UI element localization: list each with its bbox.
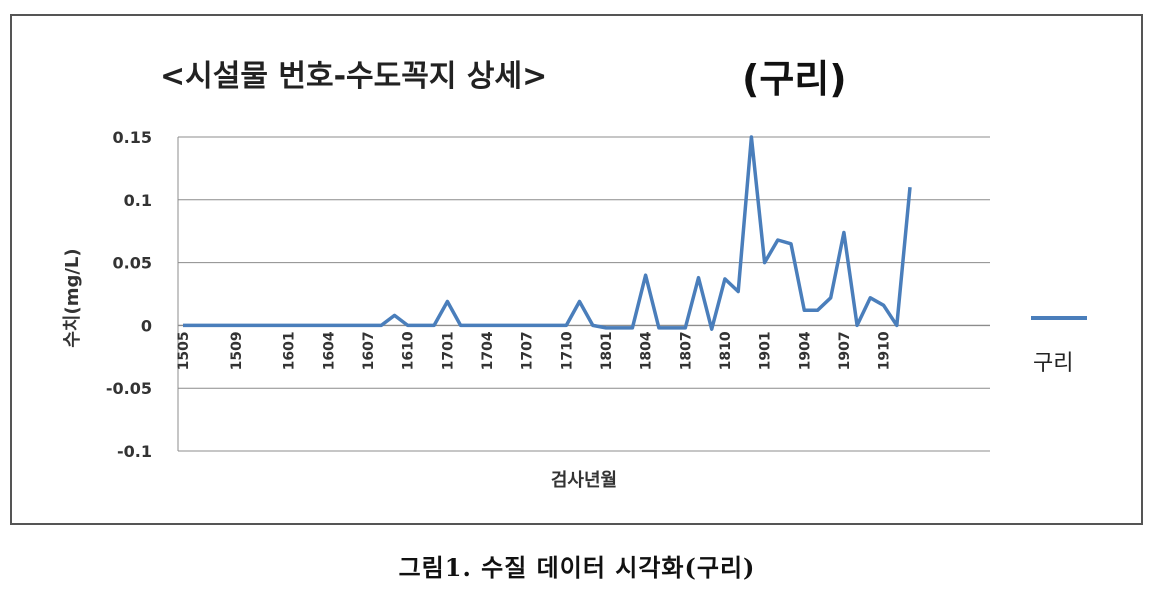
chart: <시설물 번호-수도꼭지 상세> (구리) 0.15 0.1 0.05 0 -0.05 -… [62, 57, 1087, 491]
x-tick-label: 1701 [440, 331, 456, 370]
y-tick-label: 0.05 [113, 254, 152, 273]
x-tick-label: 1509 [229, 331, 245, 370]
series-lines [183, 135, 912, 331]
y-tick-label: 0.15 [113, 128, 152, 147]
x-tick-label: 1904 [797, 331, 813, 370]
chart-title: <시설물 번호-수도꼭지 상세> [160, 59, 547, 94]
x-tick-label: 1710 [559, 331, 575, 370]
y-tick-label: -0.05 [106, 379, 152, 398]
x-tick-labels: 1505 1509 1601 1604 1607 1610 1701 1704 1707 1710… [176, 331, 893, 370]
x-tick-label: 1807 [678, 331, 694, 370]
x-tick-label: 1505 [176, 331, 192, 370]
x-tick-label: 1810 [718, 331, 734, 370]
x-tick-label: 1907 [837, 331, 853, 370]
y-axis-label: 수치(mg/L) [62, 248, 83, 347]
x-tick-label: 1610 [401, 331, 417, 370]
chart-frame [10, 14, 1143, 525]
gridlines [177, 136, 990, 452]
x-tick-label: 1607 [361, 331, 377, 370]
x-tick-label: 1601 [282, 331, 298, 370]
y-tick-label: 0 [141, 316, 152, 335]
y-tick-labels: 0.15 0.1 0.05 0 -0.05 -0.1 [106, 128, 152, 461]
x-tick-label: 1910 [877, 331, 893, 370]
x-tick-label: 1707 [520, 331, 536, 370]
x-axis-label: 검사년월 [551, 470, 617, 491]
x-tick-label: 1801 [599, 331, 615, 370]
x-tick-label: 1901 [758, 331, 774, 370]
y-tick-label: -0.1 [117, 442, 152, 461]
chart-subtitle: (구리) [742, 57, 847, 101]
legend: 구리 [1031, 316, 1087, 376]
series-line [183, 135, 912, 331]
x-tick-label: 1804 [639, 331, 655, 370]
y-tick-label: 0.1 [124, 191, 152, 210]
x-tick-label: 1604 [321, 331, 337, 370]
figure-caption: 그림1. 수질 데이터 시각화(구리) [398, 553, 756, 582]
legend-label: 구리 [1033, 351, 1073, 376]
x-tick-label: 1704 [480, 331, 496, 370]
